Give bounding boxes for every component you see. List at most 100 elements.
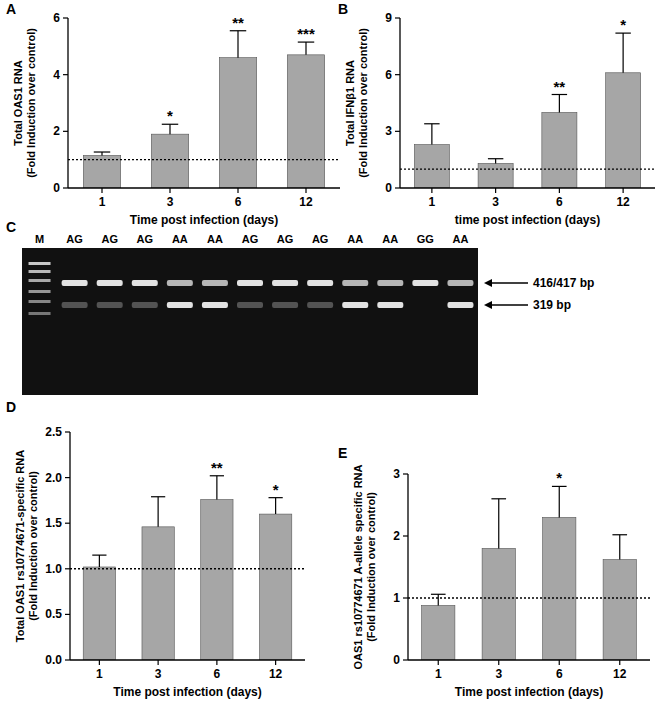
gel-band [342,280,368,286]
x-tick [498,660,499,665]
gel-band [167,280,193,286]
error-bar [210,476,224,500]
error-bar [431,594,446,605]
x-tick-label: 6 [235,195,242,209]
reference-line [408,597,650,598]
marks [68,31,340,188]
error-bar [615,33,630,73]
arrow-head [484,301,492,309]
y-tick-label: 9 [385,11,392,25]
bar [142,527,174,660]
x-tick-label: 12 [613,667,627,681]
y-axis-label: (Fold Induction over control) [365,492,377,642]
y-axis [407,474,408,660]
error-bar [488,159,503,164]
y-tick-label: 1.0 [45,562,62,576]
error-stem [559,486,560,517]
y-tick-label: 0 [393,653,400,667]
gel-band [377,302,403,308]
y-tick [65,477,70,478]
lane-label: AG [137,233,154,245]
error-cap [92,555,106,556]
y-tick-label: 1 [393,591,400,605]
arrow-line [488,304,528,305]
error-stem [438,594,439,605]
y-tick [65,614,70,615]
chart-panel: B***036913612time post infection (days)T… [338,1,655,227]
error-stem [169,124,170,134]
gel-band [132,280,158,286]
x-tick-label: 12 [616,195,630,209]
x-tick-label: 1 [429,195,436,209]
reference-line [400,168,655,169]
bar [151,134,188,188]
x-axis [68,187,340,188]
bar [219,58,256,188]
y-tick-label: 3 [385,124,392,138]
y-tick [63,131,68,132]
error-stem [431,124,432,145]
x-tick [216,660,217,665]
error-stem [216,476,217,500]
error-stem [498,499,499,549]
gel-band [447,280,473,286]
y-tick-label: 3 [393,467,400,481]
bar [287,55,324,188]
x-tick-label: 1 [99,195,106,209]
y-tick-label: 0 [53,181,60,195]
ladder-band [29,312,51,315]
x-tick-label: 6 [556,667,563,681]
x-axis [70,659,305,660]
gel-band [237,280,263,286]
significance: *** [297,25,315,42]
marks [408,486,650,660]
y-axis [69,432,70,660]
x-axis [400,187,655,188]
error-bar [151,497,165,527]
bar [83,567,115,660]
y-tick [65,431,70,432]
panel-letter: C [6,219,16,235]
x-axis-label: Time post infection (days) [455,685,603,699]
x-tick [237,188,238,193]
x-axis-label: Time post infection (days) [130,213,278,227]
bar [259,514,291,660]
x-axis-label: time post infection (days) [455,213,600,227]
y-tick-label: 4 [53,68,60,82]
y-axis-label: Total OAS1 rs10774671-specific RNA [14,450,26,642]
x-tick-label: 12 [299,195,313,209]
lane-label: AA [172,233,188,245]
y-tick [395,131,400,132]
error-bar [269,498,283,514]
y-axis [67,18,68,188]
panel-letter: D [6,399,16,415]
lane-label: GG [417,233,434,245]
gel-band [202,302,228,308]
error-bar [230,31,246,58]
gel-band [132,302,158,308]
chart-panel: D***0.00.51.01.52.02.513612Time post inf… [6,399,305,699]
y-tick-label: 0.5 [45,607,62,621]
marks [70,476,305,660]
error-bar [424,124,439,145]
y-axis-label: (Fold Induction over control) [25,28,37,178]
y-tick-label: 2 [53,124,60,138]
error-bar [162,124,178,134]
y-axis-label: OAS1 rs10774671 A-allele specific RNA [352,464,364,669]
y-tick [395,187,400,188]
bar [543,517,576,660]
x-tick-label: 3 [167,195,174,209]
ladder-band [29,300,51,303]
y-axis-label: (Fold Induction over control) [27,471,39,621]
ladder-band [29,290,51,293]
x-tick-label: 3 [155,667,162,681]
reference-line [68,159,340,160]
significance: * [620,16,626,33]
bar [603,560,636,660]
x-tick [101,188,102,193]
x-tick [623,188,624,193]
error-stem [623,33,624,73]
error-cap [491,498,506,499]
x-tick-label: 6 [556,195,563,209]
error-cap [94,151,110,152]
